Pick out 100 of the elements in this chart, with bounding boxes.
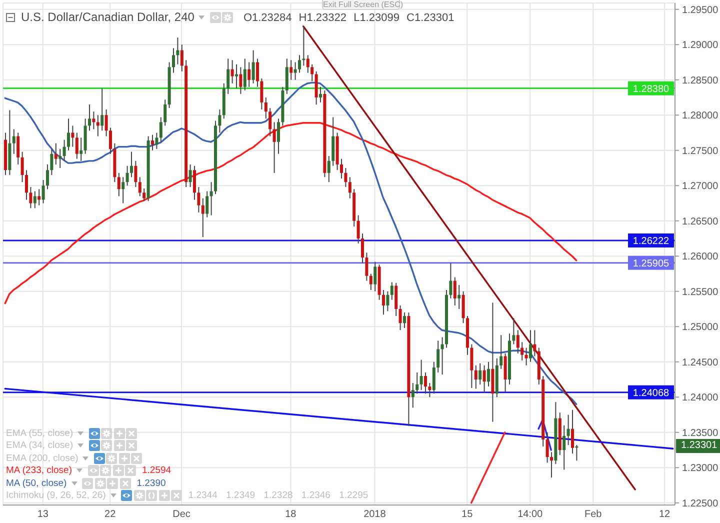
annotation: 1.2390 (136, 478, 166, 489)
y-tick-label: 1.23000 (682, 463, 719, 474)
candlestick (416, 372, 419, 394)
candlestick (482, 364, 486, 394)
candlestick (260, 78, 264, 110)
y-tick-label: 1.29500 (682, 4, 719, 16)
candlestick (67, 118, 70, 151)
candlestick (500, 334, 503, 370)
candlestick (218, 108, 222, 134)
candlestick (348, 176, 352, 199)
candlestick (12, 128, 16, 154)
candlestick (529, 330, 532, 362)
candlestick (130, 151, 133, 178)
candlestick (92, 111, 96, 130)
candlestick (290, 60, 293, 80)
annotation: EMA (200, close) (6, 452, 78, 464)
candlestick (100, 88, 104, 132)
candlestick (42, 179, 45, 204)
annotation: EMA (55, close) (6, 428, 74, 439)
candlestick (327, 155, 330, 183)
candlestick (243, 58, 246, 91)
candlestick (546, 432, 549, 464)
x-tick-label: 22 (104, 509, 116, 520)
annotation: EMA (34, close) (6, 440, 74, 452)
y-tick-label: 1.25500 (682, 286, 719, 298)
candlestick (571, 409, 574, 454)
candlestick (172, 48, 175, 74)
candlestick (226, 58, 230, 94)
candlestick (248, 62, 251, 88)
exit-button: Exit Full Screen (ESC) (322, 0, 400, 10)
candlestick (302, 26, 306, 66)
candlestick (403, 312, 406, 329)
annotation: 1.2594 (142, 465, 172, 476)
y-tick-label: 1.28000 (682, 110, 719, 122)
candlestick (512, 318, 516, 345)
candlestick (46, 164, 49, 190)
candlestick (188, 164, 192, 188)
text: O1.23284 H1.23322 L1.23099 C1.23301 (243, 12, 454, 24)
candlestick (436, 340, 440, 373)
candlestick (520, 342, 524, 361)
candlestick (386, 290, 390, 312)
y-tick-label: 1.27000 (682, 181, 719, 192)
candlestick (16, 132, 20, 165)
candlestick (432, 361, 436, 394)
y-tick-label: 1.23500 (682, 428, 719, 439)
candlestick (176, 37, 180, 65)
candlestick (411, 382, 414, 408)
candlestick (62, 139, 66, 162)
annotation: Ichimoku (9, 26, 52, 26) (6, 490, 106, 502)
candlestick (197, 186, 200, 213)
candlestick (71, 125, 74, 148)
candlestick (420, 359, 423, 391)
candlestick (164, 99, 167, 126)
candlestick (478, 362, 482, 385)
candlestick (58, 148, 62, 168)
candlestick (356, 214, 360, 244)
candlestick (390, 282, 394, 300)
candlestick (75, 132, 78, 160)
candlestick (25, 170, 28, 200)
candlestick (210, 182, 213, 216)
candlestick (365, 252, 368, 282)
candlestick (294, 62, 297, 80)
candlestick (474, 364, 478, 390)
candlestick (96, 114, 100, 137)
candlestick (516, 330, 520, 354)
candlestick (319, 86, 322, 103)
annotation: 1.2344 1.2349 1.2328 1.2346 1.2295 (188, 490, 368, 502)
candlestick (550, 452, 553, 478)
candlestick (193, 165, 196, 200)
candlestick (310, 64, 314, 82)
ref-line-label: 1.28380 (632, 84, 670, 95)
annotation: 1.23301 (676, 439, 720, 454)
text: MA (233, close) (6, 465, 72, 476)
candlestick (138, 176, 142, 197)
candlestick (382, 289, 385, 316)
x-tick-label: 13 (37, 509, 49, 520)
y-tick-label: 1.24500 (682, 357, 719, 368)
candlestick (277, 118, 280, 154)
x-tick-label: 18 (285, 509, 297, 520)
text: U.S. Dollar/Canadian Dollar, 240 (21, 10, 194, 24)
candlestick (109, 127, 112, 154)
candlestick (117, 172, 120, 197)
ref-line-label: 1.26222 (632, 236, 670, 247)
x-tick-label: 2018 (364, 509, 386, 520)
line-series (4, 122, 578, 304)
candlestick (369, 273, 372, 290)
candlestick (524, 347, 528, 366)
candlestick (562, 424, 566, 470)
x-tick-label: Feb (584, 509, 602, 520)
y-tick-label: 1.28500 (682, 75, 719, 86)
candlestick (126, 165, 129, 186)
candlestick (398, 304, 402, 331)
candlestick (201, 198, 204, 238)
candlestick (206, 190, 209, 218)
text: MA (50, close) (6, 478, 67, 489)
candlestick (264, 96, 268, 120)
candlestick (155, 132, 158, 150)
candlestick (440, 336, 444, 376)
candlestick (272, 122, 276, 174)
candlestick (285, 58, 288, 94)
